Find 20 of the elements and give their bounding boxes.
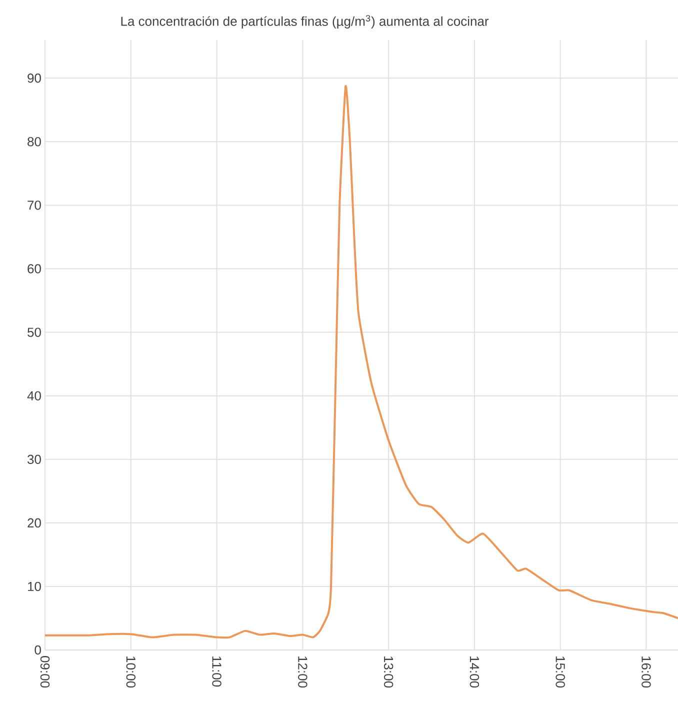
y-tick-label: 70: [28, 200, 41, 210]
x-tick-label: 15:00: [556, 656, 565, 688]
x-tick-label: 10:00: [126, 656, 136, 688]
x-tick-label: 13:00: [384, 656, 394, 688]
y-tick-label: 60: [28, 264, 41, 274]
y-tick-label: 90: [28, 74, 41, 83]
x-tick-label: 12:00: [298, 656, 308, 688]
y-tick-label: 80: [28, 137, 41, 146]
y-tick-label: 30: [28, 454, 41, 464]
y-tick-label: 50: [28, 328, 41, 337]
y-tick-label: 10: [28, 582, 41, 592]
x-tick-label: 16:00: [642, 656, 651, 688]
x-tick-label: 11:00: [212, 656, 222, 687]
x-tick-label: 14:00: [470, 656, 480, 688]
chart-title: La concentración de partículas finas (µg/m$^{3}$) aumenta al cocinar: [121, 15, 489, 28]
line-series: [44, 85, 678, 639]
y-tick-label: 40: [27, 391, 41, 400]
y-tick-label: 20: [28, 518, 41, 528]
x-tick-label: 09:00: [40, 656, 50, 688]
y-tick-label: 0: [34, 645, 41, 655]
